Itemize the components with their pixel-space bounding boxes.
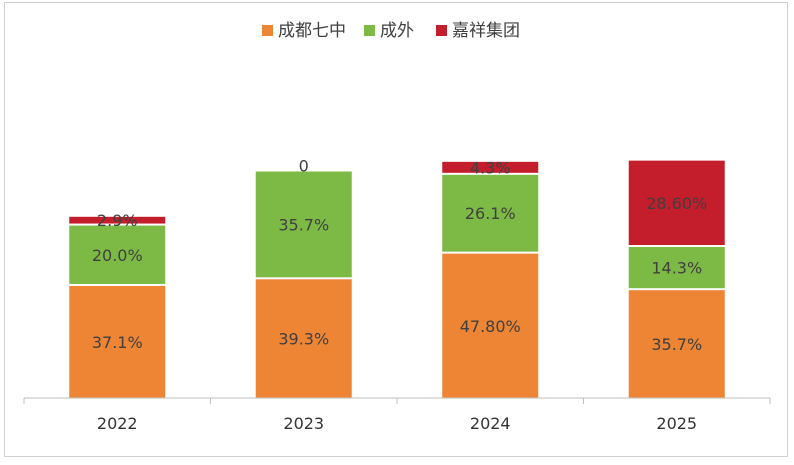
data-label-2025-0: 35.7% [651, 335, 702, 354]
bar-2022-1 [69, 225, 166, 284]
data-label-2022-1: 20.0% [92, 246, 143, 265]
data-label-2024-2: 4.3% [470, 158, 511, 177]
legend-label-2: 嘉祥集团 [452, 21, 520, 41]
x-tick-label-2022: 2022 [97, 414, 138, 433]
bar-2022-2 [69, 216, 166, 224]
data-label-2024-0: 47.80% [460, 317, 521, 336]
bars [69, 160, 725, 398]
bar-2023-0 [255, 279, 352, 398]
bar-2024-2 [442, 161, 539, 173]
bar-2022-0 [69, 285, 166, 398]
bar-2025-2 [628, 160, 725, 245]
bar-2025-1 [628, 247, 725, 289]
data-label-2023-0: 39.3% [278, 330, 329, 349]
data-label-2022-2: 2.9% [97, 211, 138, 230]
bar-2025-0 [628, 290, 725, 398]
legend-swatch-0 [262, 25, 273, 36]
legend-swatch-1 [364, 25, 375, 36]
data-label-2023-1: 35.7% [278, 215, 329, 234]
data-label-2023-2: 0 [299, 157, 309, 176]
bar-2024-0 [442, 253, 539, 398]
data-label-2022-0: 37.1% [92, 333, 143, 352]
data-label-2024-1: 26.1% [465, 204, 516, 223]
bar-2024-1 [442, 174, 539, 252]
bar-2023-1 [255, 171, 352, 278]
data-label-2025-1: 14.3% [651, 259, 702, 278]
legend-label-0: 成都七中 [278, 21, 346, 41]
x-tick-label-2023: 2023 [283, 414, 324, 433]
legend-label-1: 成外 [380, 21, 414, 41]
x-ticks: 2022 2023 2024 2025 [23, 398, 771, 433]
legend-swatch-2 [436, 25, 447, 36]
data-label-2025-2: 28.60% [646, 194, 707, 213]
x-tick-label-2024: 2024 [470, 414, 511, 433]
legend: 成都七中 成外 嘉祥集团 [262, 21, 520, 41]
x-tick-label-2025: 2025 [656, 414, 697, 433]
data-labels: 37.1% 20.0% 2.9% 39.3% 35.7% 0 47.80% 26.1% 4.3%… [92, 157, 707, 355]
